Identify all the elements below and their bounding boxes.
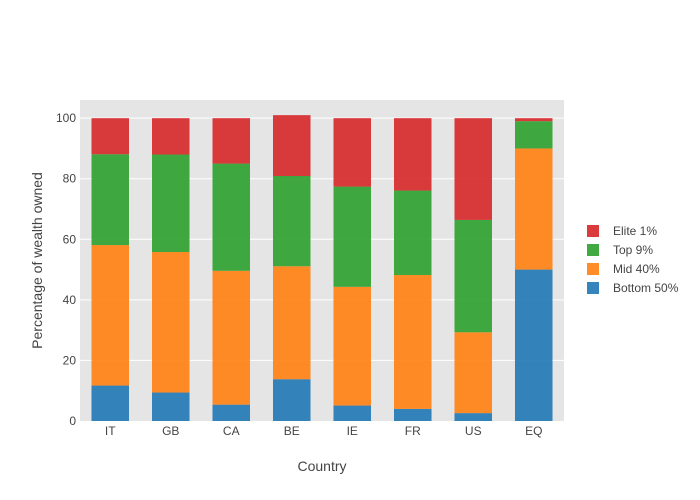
bar-top-9--gb[interactable] [151,154,190,253]
legend-swatch [587,225,599,237]
x-tick-label: IE [347,424,358,438]
x-tick-label: BE [284,424,300,438]
bar-bottom-50--it[interactable] [91,385,130,421]
bar-elite-1--eq[interactable] [514,118,553,122]
legend-item[interactable]: Mid 40% [587,262,660,276]
y-tick-label: 60 [63,232,77,246]
legend-swatch [587,282,599,294]
x-tick-label: CA [223,424,240,438]
legend-swatch [587,244,599,256]
bar-top-9--fr[interactable] [393,190,432,276]
bar-mid-40--ca[interactable] [212,270,251,405]
legend-item[interactable]: Bottom 50% [587,281,679,295]
bar-elite-1--fr[interactable] [393,118,432,191]
x-tick-label: GB [162,424,179,438]
y-axis-title: Percentage of wealth owned [29,172,45,349]
bar-elite-1--ca[interactable] [212,118,251,164]
bar-mid-40--us[interactable] [454,332,493,414]
legend-item[interactable]: Top 9% [587,243,653,257]
bar-top-9--ie[interactable] [333,186,372,287]
y-tick-label: 100 [56,111,76,125]
y-axis-ticks: 0 20 40 60 80 100 [56,111,76,428]
bar-bottom-50--be[interactable] [272,379,311,421]
bar-top-9--ca[interactable] [212,163,251,271]
bar-mid-40--eq[interactable] [514,148,553,270]
legend-swatch [587,263,599,275]
y-tick-label: 80 [63,172,77,186]
legend[interactable]: Elite 1% Top 9% Mid 40% Bottom 50% [587,224,679,295]
bar-mid-40--gb[interactable] [151,252,190,393]
bar-bottom-50--fr[interactable] [393,408,432,421]
bar-mid-40--ie[interactable] [333,286,372,406]
bar-mid-40--it[interactable] [91,245,130,386]
bar-elite-1--it[interactable] [91,118,130,155]
y-tick-label: 40 [63,293,77,307]
x-tick-label: US [465,424,482,438]
x-axis-title: Country [297,458,346,474]
bar-mid-40--fr[interactable] [393,275,432,409]
x-tick-label: EQ [525,424,542,438]
bar-elite-1--us[interactable] [454,118,493,220]
bar-top-9--be[interactable] [272,176,311,267]
bar-top-9--us[interactable] [454,219,493,333]
bar-bottom-50--us[interactable] [454,413,493,421]
y-tick-label: 0 [69,414,76,428]
legend-label: Bottom 50% [613,281,679,295]
y-tick-label: 20 [63,353,77,367]
legend-label: Top 9% [613,243,653,257]
bar-top-9--it[interactable] [91,154,130,246]
bar-bottom-50--gb[interactable] [151,392,190,421]
bar-bottom-50--ca[interactable] [212,404,251,421]
bar-bottom-50--eq[interactable] [514,269,553,421]
bar-top-9--eq[interactable] [514,121,553,149]
bar-mid-40--be[interactable] [272,266,311,380]
x-axis-ticks: IT GB CA BE IE FR US EQ [105,424,543,438]
bar-elite-1--be[interactable] [272,115,311,177]
legend-label: Elite 1% [613,224,657,238]
bar-bottom-50--ie[interactable] [333,405,372,421]
bar-elite-1--ie[interactable] [333,118,372,187]
bar-elite-1--gb[interactable] [151,118,190,155]
x-tick-label: FR [405,424,421,438]
legend-item[interactable]: Elite 1% [587,224,657,238]
x-tick-label: IT [105,424,116,438]
legend-label: Mid 40% [613,262,660,276]
bars [91,115,553,421]
